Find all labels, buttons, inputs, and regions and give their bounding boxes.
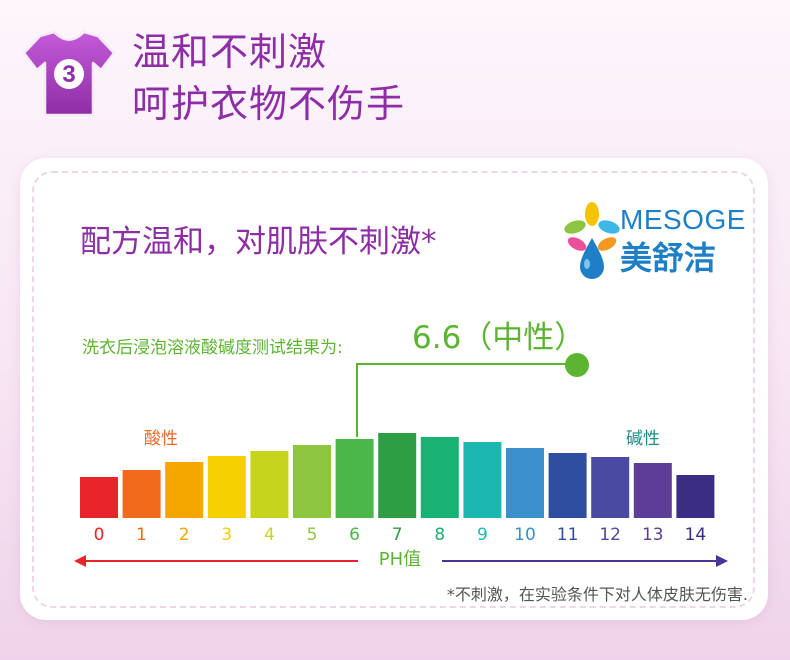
ph-tick-12: 12	[599, 525, 621, 545]
ph-bar-1	[122, 470, 161, 518]
acid-label: 酸性	[144, 429, 178, 449]
base-label: 碱性	[626, 429, 660, 449]
ph-tick-7: 7	[391, 525, 403, 545]
ph-tick-8: 8	[434, 525, 446, 545]
ph-tick-1: 1	[136, 525, 147, 545]
ph-bar-10	[506, 448, 544, 518]
ph-tick-2: 2	[178, 525, 190, 545]
ph-tick-10: 10	[514, 525, 536, 545]
ph-bar-7	[378, 433, 417, 518]
ph-bar-11	[548, 453, 587, 518]
logo-name-en: MESOGE	[620, 204, 746, 235]
result-pointer-line	[356, 363, 577, 437]
ph-bar-0	[80, 477, 118, 518]
footnote: *不刺激，在实验条件下对人体皮肤无伤害.	[446, 585, 748, 604]
ph-arrow-left-head	[74, 555, 86, 567]
headline-line-1: 温和不刺激	[132, 30, 328, 74]
ph-bar-2	[165, 462, 204, 518]
ph-tick-9: 9	[476, 525, 488, 545]
ph-tick-0: 0	[93, 525, 105, 545]
ph-tick-6: 6	[349, 525, 360, 545]
headline-line-2: 呵护衣物不伤手	[132, 82, 406, 126]
ph-arrow-right-head	[716, 555, 728, 567]
test-result-value: 6.6（中性）	[412, 320, 586, 356]
flower-drop-logo-icon	[564, 202, 620, 279]
ph-bar-8	[420, 437, 459, 518]
ph-bar-14	[676, 475, 715, 518]
ph-tick-13: 13	[641, 525, 664, 545]
ph-tick-5: 5	[306, 525, 318, 545]
ph-tick-3: 3	[221, 525, 233, 545]
ph-axis-label: PH值	[378, 549, 422, 570]
ph-bar-4	[250, 451, 289, 518]
ph-tick-4: 4	[263, 525, 275, 545]
step-shirt-icon: 3	[22, 30, 116, 117]
ph-tick-11: 11	[556, 525, 579, 545]
logo-name-cn: 美舒洁	[620, 239, 717, 277]
card-dashed-border	[32, 171, 755, 608]
ph-bar-5	[293, 445, 331, 518]
step-number: 3	[62, 61, 75, 88]
ph-bar-3	[207, 456, 246, 518]
result-pointer-dot	[565, 353, 589, 377]
card-title: 配方温和，对肌肤不刺激*	[80, 224, 437, 260]
ph-bar-13	[633, 463, 672, 518]
ph-tick-14: 14	[684, 525, 707, 545]
test-label: 洗衣后浸泡溶液酸碱度测试结果为:	[82, 338, 343, 358]
info-card	[20, 158, 768, 620]
ph-bar-12	[591, 457, 630, 518]
ph-bar-9	[463, 442, 502, 518]
ph-bar-6	[335, 439, 374, 518]
